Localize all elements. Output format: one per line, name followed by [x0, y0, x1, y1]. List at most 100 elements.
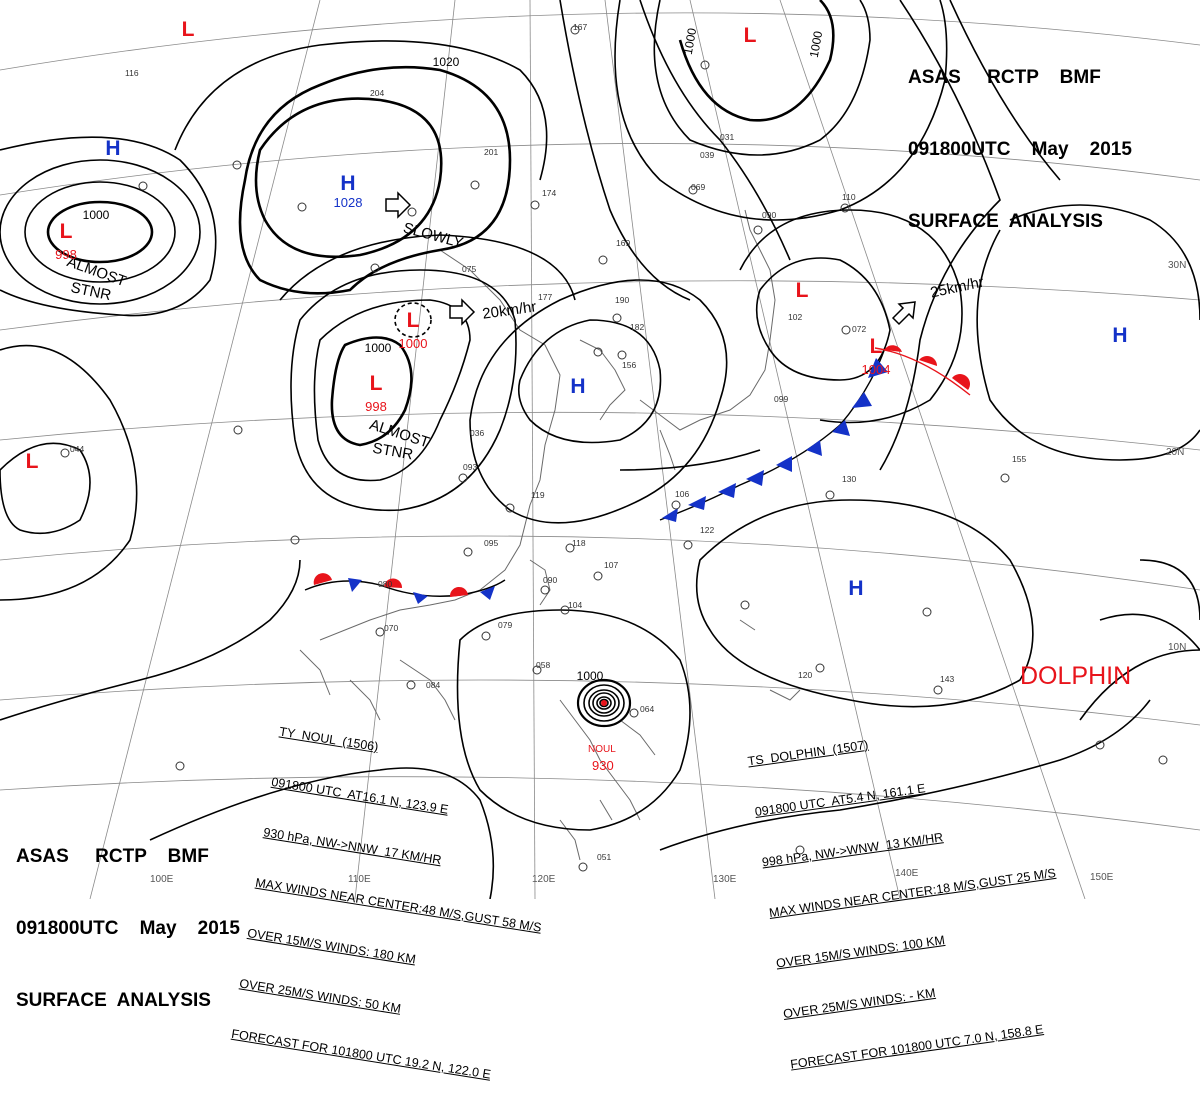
- isobar-labels: 1020 1000 1000 1000 1000 1000: [83, 27, 826, 683]
- noul-line-3: MAX WINDS NEAR CENTER:48 M/S,GUST 58 M/S: [254, 875, 543, 935]
- isobar-value-label: 1020: [433, 55, 460, 69]
- longitude-label: 100E: [150, 874, 174, 885]
- dolphin-title: TS DOLPHIN (1507): [746, 737, 870, 769]
- longitude-label: 110E: [348, 874, 371, 885]
- station-pressure-value: 036: [470, 428, 484, 438]
- station-pressure-value: 174: [542, 188, 556, 198]
- isobar-value-label: 1000: [807, 30, 825, 59]
- station-pressure-value: 031: [720, 132, 734, 142]
- pressure-center-value: 1028: [334, 195, 363, 210]
- graticule: [0, 0, 1200, 899]
- isobar-value-label: 1000: [365, 341, 392, 355]
- station-pressure-value: 090: [762, 210, 776, 220]
- station-pressure-value: 119: [531, 490, 545, 500]
- isobars: [0, 0, 1200, 899]
- station-pressure-value: 118: [572, 538, 586, 548]
- station-pressure-value: 120: [798, 670, 812, 680]
- latitude-label: 30N: [1168, 260, 1186, 271]
- header-line-3: SURFACE ANALYSIS: [16, 990, 211, 1011]
- pressure-center-l: L: [370, 372, 383, 395]
- longitude-label: 130E: [713, 874, 737, 885]
- station-pressure-value: 099: [774, 394, 788, 404]
- noul-line-1: 091800 UTC AT16.1 N, 123.9 E: [270, 774, 450, 817]
- station-pressure-value: 116: [125, 68, 139, 78]
- station-pressure-value: 155: [1012, 454, 1026, 464]
- dolphin-line-4: OVER 15M/S WINDS: 100 KM: [775, 932, 946, 971]
- pressure-center-value: 1004: [862, 362, 891, 377]
- motion-label: STNR: [371, 440, 414, 464]
- station-pressure-value: 090: [543, 575, 557, 585]
- station-pressure-value: 156: [622, 360, 636, 370]
- station-pressure-value: 201: [484, 147, 498, 157]
- station-pressure-value: 093: [463, 462, 477, 472]
- station-pressure-value: 079: [498, 620, 512, 630]
- pressure-center-l: L: [182, 18, 195, 41]
- station-pressure-value: 106: [675, 489, 689, 499]
- noul-info-box: TY NOUL (1506) 091800 UTC AT16.1 N, 123.…: [227, 690, 571, 1105]
- station-pressure-value: 072: [852, 324, 866, 334]
- station-pressure-value: 107: [604, 560, 618, 570]
- station-pressure-value: 110: [842, 192, 856, 202]
- station-pressure-value: 182: [630, 322, 644, 332]
- typhoon-noul-marker: NOUL 930: [588, 700, 616, 773]
- weather-map: 167 116 204 201 174 169 177 190 182 156 075 093 119 0…: [0, 0, 1200, 899]
- pressure-center-l: L: [407, 309, 420, 332]
- station-reports: 167 116 204 201 174 169 177 190 182 156 075 093 119 0…: [70, 22, 1026, 862]
- pressure-center-l: L: [744, 24, 757, 47]
- pressure-center-l: L: [60, 220, 73, 243]
- header-top: ASAS RCTP BMF 091800UTC May 2015 SURFACE…: [908, 18, 1132, 258]
- noul-line-5: OVER 25M/S WINDS: 50 KM: [238, 976, 402, 1016]
- longitude-label: 150E: [1090, 872, 1114, 883]
- pressure-center-h: H: [105, 137, 120, 160]
- dolphin-line-5: OVER 25M/S WINDS: - KM: [782, 985, 937, 1022]
- station-pressure-value: 084: [426, 680, 440, 690]
- header-bottom: ASAS RCTP BMF 091800UTC May 2015 SURFACE…: [16, 797, 240, 1037]
- dolphin-storm-label: DOLPHIN: [1020, 662, 1132, 690]
- header-line-1: ASAS RCTP BMF: [908, 67, 1101, 88]
- noul-line-6: FORECAST FOR 101800 UTC 19.2 N, 122.0 E: [230, 1026, 492, 1082]
- motion-arrows: [385, 191, 916, 326]
- pressure-center-l: L: [26, 450, 39, 473]
- pressure-center-h: H: [848, 577, 863, 600]
- latitude-label: 10N: [1168, 642, 1186, 653]
- station-pressure-value: 143: [940, 674, 954, 684]
- dolphin-line-6: FORECAST FOR 101800 UTC 7.0 N, 158.8 E: [789, 1022, 1045, 1072]
- pressure-center-l: L: [796, 279, 809, 302]
- longitude-label: 140E: [895, 868, 919, 879]
- station-pressure-value: 075: [462, 264, 476, 274]
- station-markers: [60, 25, 1168, 872]
- noul-title: TY NOUL (1506): [278, 724, 380, 755]
- station-pressure-value: 039: [700, 150, 714, 160]
- isobar-value-label: 1000: [577, 669, 604, 683]
- pressure-center-l: L: [870, 335, 883, 358]
- dolphin-info-box: TS DOLPHIN (1507) 091800 UTC AT5.4 N, 16…: [742, 680, 1081, 1091]
- fronts: [304, 345, 971, 604]
- header-line-1: ASAS RCTP BMF: [16, 846, 209, 867]
- header-line-2: 091800UTC May 2015: [908, 139, 1132, 160]
- header-line-3: SURFACE ANALYSIS: [908, 211, 1103, 232]
- station-pressure-value: 204: [370, 88, 384, 98]
- typhoon-name: NOUL: [588, 744, 616, 755]
- station-pressure-value: 122: [700, 525, 714, 535]
- station-pressure-value: 102: [788, 312, 802, 322]
- pressure-center-h: H: [1112, 324, 1127, 347]
- coastlines: [299, 209, 801, 861]
- pressure-center-h: H: [340, 172, 355, 195]
- station-pressure-value: 095: [484, 538, 498, 548]
- lat-lon-labels: 30N 20N 10N 100E 110E 120E 130E 140E 150E: [150, 260, 1186, 885]
- dolphin-line-2: 998 hPa, NW->WNW 13 KM/HR: [761, 830, 945, 870]
- pressure-center-value: 1000: [399, 336, 428, 351]
- station-pressure-value: 070: [384, 623, 398, 633]
- station-pressure-value: 190: [615, 295, 629, 305]
- station-pressure-value: 167: [573, 22, 587, 32]
- dolphin-line-1: 091800 UTC AT5.4 N, 161.1 E: [753, 781, 927, 820]
- header-line-2: 091800UTC May 2015: [16, 918, 240, 939]
- station-pressure-value: 177: [538, 292, 552, 302]
- noul-line-2: 930 hPa, NW->NNW 17 KM/HR: [262, 825, 443, 868]
- dolphin-line-3: MAX WINDS NEAR CENTER:18 M/S,GUST 25 M/S: [768, 865, 1057, 921]
- station-pressure-value: 130: [842, 474, 856, 484]
- noul-line-4: OVER 15M/S WINDS: 180 KM: [246, 926, 417, 967]
- station-pressure-value: 169: [616, 238, 630, 248]
- isobar-value-label: 1000: [681, 27, 699, 56]
- station-pressure-value: 069: [691, 182, 705, 192]
